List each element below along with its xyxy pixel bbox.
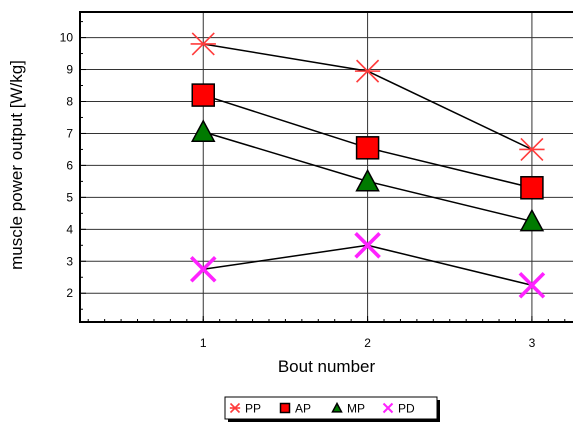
square-marker-shape	[520, 176, 544, 200]
legend-label-ap: AP	[295, 402, 311, 416]
legend-label-pp: PP	[245, 402, 261, 416]
y-tick-label: 8	[66, 94, 73, 108]
grid-lines	[80, 12, 573, 322]
data-point-pp	[354, 59, 381, 83]
cross-marker-stroke	[354, 232, 381, 259]
series-markers	[189, 32, 546, 299]
y-tick-label: 3	[66, 254, 73, 268]
legend-items: PP AP MP PD	[229, 401, 415, 416]
square-marker-shape	[191, 83, 215, 107]
triangle-marker-shape	[331, 401, 343, 413]
data-point-pp	[519, 137, 545, 161]
legend-marker-pd	[382, 402, 394, 414]
data-point-mp	[355, 168, 380, 192]
cross-marker-stroke	[382, 402, 394, 414]
data-point-ap	[355, 136, 380, 160]
data-point-mp	[190, 119, 216, 142]
x-tick-label: 3	[529, 336, 536, 350]
y-tick-label: 6	[66, 158, 73, 172]
data-point-pd	[518, 271, 546, 299]
legend-label-pd: PD	[398, 402, 415, 416]
data-point-pp	[190, 32, 216, 56]
cross-marker-stroke	[518, 271, 546, 299]
y-axis-ticks: 2 3 4 5 6 7 8 9 10	[60, 21, 86, 310]
triangle-marker-shape	[355, 168, 380, 192]
y-tick-label: 9	[66, 63, 73, 77]
plot-area-frame	[79, 11, 573, 323]
data-point-ap	[191, 83, 215, 107]
legend-box	[224, 396, 438, 420]
x-tick-label: 2	[364, 336, 371, 350]
y-tick-label: 4	[66, 222, 73, 236]
data-point-mp	[519, 208, 545, 232]
x-axis-title: Bout number	[278, 357, 376, 376]
y-tick-label: 5	[66, 190, 73, 204]
x-tick-label: 1	[200, 336, 207, 350]
data-point-ap	[520, 176, 544, 200]
triangle-marker-shape	[519, 208, 545, 232]
y-tick-label: 7	[66, 126, 73, 140]
y-axis-title: muscle power output [W/kg]	[7, 60, 26, 270]
square-marker-shape	[279, 402, 291, 414]
legend-label-mp: MP	[347, 402, 365, 416]
cross-marker-stroke	[189, 255, 217, 283]
y-tick-label: 10	[60, 31, 74, 45]
y-tick-label: 2	[66, 286, 73, 300]
legend: PP AP MP PD	[224, 396, 440, 422]
data-point-pd	[189, 255, 217, 283]
triangle-marker-shape	[190, 119, 216, 142]
square-marker-shape	[355, 136, 380, 160]
legend-marker-mp	[331, 401, 343, 413]
data-point-pd	[354, 232, 381, 259]
legend-marker-pp	[229, 402, 241, 414]
legend-marker-ap	[279, 402, 291, 414]
